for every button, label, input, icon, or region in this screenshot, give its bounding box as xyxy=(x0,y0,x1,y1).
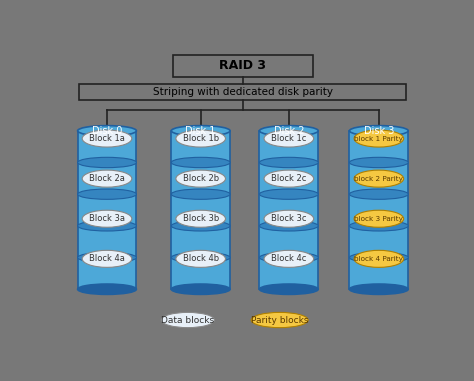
FancyBboxPatch shape xyxy=(349,131,408,289)
Ellipse shape xyxy=(78,189,137,199)
Ellipse shape xyxy=(264,210,314,227)
Ellipse shape xyxy=(82,210,132,227)
Ellipse shape xyxy=(259,221,318,231)
Text: Disk 1: Disk 1 xyxy=(185,126,216,136)
Ellipse shape xyxy=(264,130,314,147)
Text: Disk 0: Disk 0 xyxy=(92,126,122,136)
Ellipse shape xyxy=(259,284,318,295)
Ellipse shape xyxy=(354,130,404,147)
Text: Disk 3: Disk 3 xyxy=(364,126,394,136)
Ellipse shape xyxy=(82,130,132,147)
Ellipse shape xyxy=(259,252,318,263)
Text: Block 4c: Block 4c xyxy=(271,255,307,263)
Ellipse shape xyxy=(349,126,408,136)
Text: Block 4b: Block 4b xyxy=(182,255,219,263)
Text: block 3 Parity: block 3 Parity xyxy=(355,216,403,222)
Ellipse shape xyxy=(161,312,214,328)
Text: Block 4a: Block 4a xyxy=(89,255,125,263)
Text: Block 3a: Block 3a xyxy=(89,214,125,223)
Ellipse shape xyxy=(259,189,318,199)
FancyBboxPatch shape xyxy=(80,84,406,100)
Ellipse shape xyxy=(176,130,226,147)
Text: RAID 3: RAID 3 xyxy=(219,59,266,72)
Ellipse shape xyxy=(82,170,132,187)
Ellipse shape xyxy=(78,157,137,168)
Ellipse shape xyxy=(176,170,226,187)
Text: Parity blocks: Parity blocks xyxy=(251,315,309,325)
Text: Block 2b: Block 2b xyxy=(182,174,219,183)
Text: Block 2c: Block 2c xyxy=(271,174,307,183)
Text: block 2 Parity: block 2 Parity xyxy=(355,176,403,182)
Ellipse shape xyxy=(264,250,314,267)
Ellipse shape xyxy=(349,157,408,168)
Ellipse shape xyxy=(251,312,308,328)
Text: block 1 Parity: block 1 Parity xyxy=(355,136,403,142)
Ellipse shape xyxy=(176,250,226,267)
Text: Striping with dedicated disk parity: Striping with dedicated disk parity xyxy=(153,87,333,97)
Ellipse shape xyxy=(349,221,408,231)
Ellipse shape xyxy=(78,252,137,263)
Ellipse shape xyxy=(354,250,404,267)
Ellipse shape xyxy=(171,126,230,136)
Text: Block 1b: Block 1b xyxy=(182,134,219,143)
Ellipse shape xyxy=(259,157,318,168)
Ellipse shape xyxy=(354,170,404,187)
Text: Block 1a: Block 1a xyxy=(89,134,125,143)
Ellipse shape xyxy=(171,157,230,168)
Ellipse shape xyxy=(349,189,408,199)
FancyBboxPatch shape xyxy=(173,54,313,77)
Ellipse shape xyxy=(171,252,230,263)
Text: Disk 2: Disk 2 xyxy=(273,126,304,136)
Text: Data blocks: Data blocks xyxy=(161,315,214,325)
Ellipse shape xyxy=(78,284,137,295)
FancyBboxPatch shape xyxy=(171,131,230,289)
Ellipse shape xyxy=(349,284,408,295)
Ellipse shape xyxy=(78,221,137,231)
Ellipse shape xyxy=(171,284,230,295)
FancyBboxPatch shape xyxy=(259,131,318,289)
Ellipse shape xyxy=(354,210,404,227)
Ellipse shape xyxy=(176,210,226,227)
Ellipse shape xyxy=(171,221,230,231)
Text: Block 3b: Block 3b xyxy=(182,214,219,223)
Ellipse shape xyxy=(349,252,408,263)
Ellipse shape xyxy=(82,250,132,267)
Ellipse shape xyxy=(78,126,137,136)
Text: block 4 Parity: block 4 Parity xyxy=(355,256,403,262)
Text: Block 1c: Block 1c xyxy=(271,134,307,143)
Ellipse shape xyxy=(259,126,318,136)
Text: Block 2a: Block 2a xyxy=(89,174,125,183)
Ellipse shape xyxy=(264,170,314,187)
Ellipse shape xyxy=(171,189,230,199)
Text: Block 3c: Block 3c xyxy=(271,214,307,223)
FancyBboxPatch shape xyxy=(78,131,137,289)
